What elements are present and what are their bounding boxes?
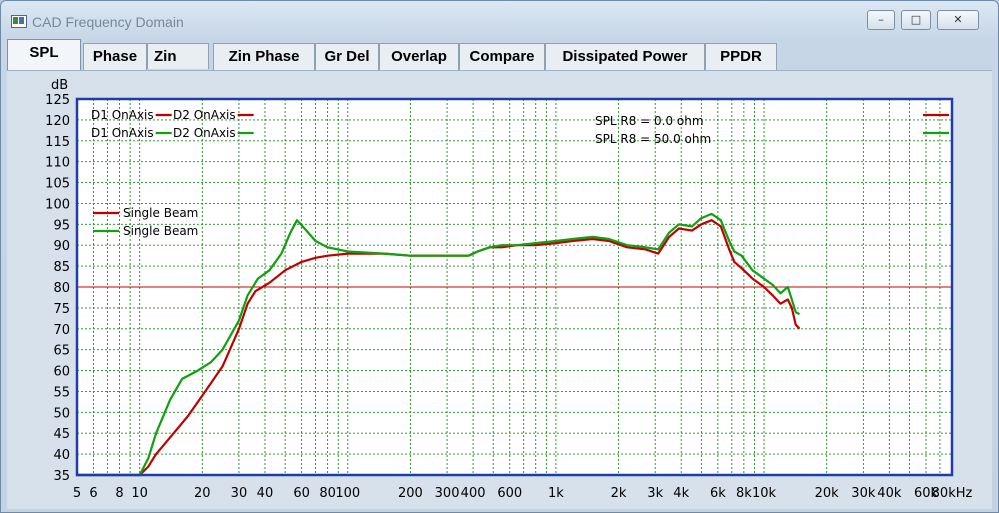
x-tick-label: 80kHz (932, 486, 973, 501)
x-tick-label: 60 (293, 486, 310, 501)
y-tick-label: 100 (45, 197, 70, 212)
y-tick-label: 90 (53, 239, 70, 254)
tab-label: Zin Phase (228, 48, 300, 65)
spl-chart[interactable]: dB12512011511010510095908580757065605550… (7, 71, 992, 509)
x-tick-label: 8k (736, 486, 752, 501)
x-tick-label: 5 (73, 486, 81, 501)
tab-ppdr[interactable]: PPDR (705, 43, 777, 70)
y-tick-label: 45 (53, 427, 70, 442)
x-tick-label: 4k (673, 486, 689, 501)
tab-label: Compare (469, 48, 535, 65)
plot-area: dB 125 120 115 110 105 100 95 90 85 80 75 70 65 60 55 50… (7, 70, 992, 509)
legend-entry: D2 OnAxis (173, 126, 236, 140)
x-tick-label: 40k (877, 486, 902, 501)
tab-spl[interactable]: SPL (7, 39, 81, 71)
y-tick-label: 120 (45, 114, 70, 129)
y-tick-label: 125 (45, 93, 70, 108)
x-tick-label: 200 (398, 486, 423, 501)
tab-label: PPDR (720, 48, 762, 65)
legend-entry: D1 OnAxis (91, 126, 154, 140)
x-tick-label: 400 (461, 486, 486, 501)
legend-entry: D1 OnAxis (91, 108, 154, 122)
tab-zin-phase[interactable]: Zin Phase (213, 43, 315, 70)
annotation-label: SPL R8 = 50.0 ohm (595, 132, 711, 146)
x-tick-label: 8 (115, 486, 123, 501)
x-tick-label: 30k (851, 486, 876, 501)
y-tick-label: 110 (45, 156, 70, 171)
x-tick-label: 40 (257, 486, 274, 501)
tab-label: Overlap (391, 48, 447, 65)
y-tick-label: 85 (53, 260, 70, 275)
y-tick-label: 50 (53, 406, 70, 421)
y-tick-label: 35 (53, 469, 70, 484)
x-tick-label: 1k (548, 486, 564, 501)
tab-label: SPL (29, 44, 59, 61)
y-tick-label: 105 (45, 177, 70, 192)
y-axis-unit: dB (51, 78, 68, 93)
y-tick-label: 60 (53, 365, 70, 380)
window-title: CAD Frequency Domain (32, 14, 184, 30)
title-bar[interactable]: CAD Frequency Domain – □ ✕ (1, 1, 998, 35)
y-tick-label: 55 (53, 385, 70, 400)
x-tick-label: 300 (435, 486, 460, 501)
minimize-button[interactable]: – (867, 10, 895, 30)
close-icon: ✕ (953, 13, 963, 26)
y-tick-label: 115 (45, 135, 70, 150)
x-tick-label: 10 (131, 486, 148, 501)
x-tick-label: 6 (89, 486, 97, 501)
tab-label: Gr Del (324, 48, 370, 65)
y-tick-label: 40 (53, 448, 70, 463)
annotation-label: SPL R8 = 0.0 ohm (595, 114, 704, 128)
x-tick-label: 3k (647, 486, 663, 501)
x-tick-label: 20 (194, 486, 211, 501)
maximize-button[interactable]: □ (901, 10, 931, 30)
app-icon (11, 15, 27, 28)
minimize-icon: – (878, 13, 884, 26)
tab-label: Phase (92, 48, 138, 65)
y-tick-label: 80 (53, 281, 70, 296)
x-tick-label: 60k (914, 486, 939, 501)
tab-zin[interactable]: Zin (147, 43, 209, 69)
y-tick-label: 70 (53, 323, 70, 338)
x-tick-label: 10k (752, 486, 777, 501)
tab-bar: SPL Phase Zin Zin Phase Gr Del Overlap C… (7, 39, 992, 71)
maximize-icon: □ (910, 13, 922, 26)
y-tick-label: 95 (53, 218, 70, 233)
x-tick-label: 600 (497, 486, 522, 501)
tab-label: Zin (154, 48, 177, 65)
x-tick-label: 100 (335, 486, 360, 501)
close-button[interactable]: ✕ (937, 10, 979, 30)
legend-entry: D2 OnAxis (173, 108, 236, 122)
x-tick-label: 80 (319, 486, 336, 501)
x-tick-label: 6k (710, 486, 726, 501)
legend-entry: Single Beam (123, 224, 198, 238)
tab-overlap[interactable]: Overlap (379, 43, 459, 70)
series-line-1 (77, 212, 801, 477)
x-tick-label: 30 (231, 486, 248, 501)
x-tick-label: 2k (611, 486, 627, 501)
x-tick-label: 20k (815, 486, 840, 501)
y-tick-label: 75 (53, 302, 70, 317)
tab-gr-del[interactable]: Gr Del (315, 43, 379, 70)
tab-phase[interactable]: Phase (83, 43, 147, 70)
legend-entry: Single Beam (123, 206, 198, 220)
tab-compare[interactable]: Compare (459, 43, 545, 70)
plot-border (75, 97, 954, 477)
tab-label: Dissipated Power (562, 48, 688, 65)
tab-dissipated-power[interactable]: Dissipated Power (545, 43, 705, 70)
y-tick-label: 65 (53, 344, 70, 359)
